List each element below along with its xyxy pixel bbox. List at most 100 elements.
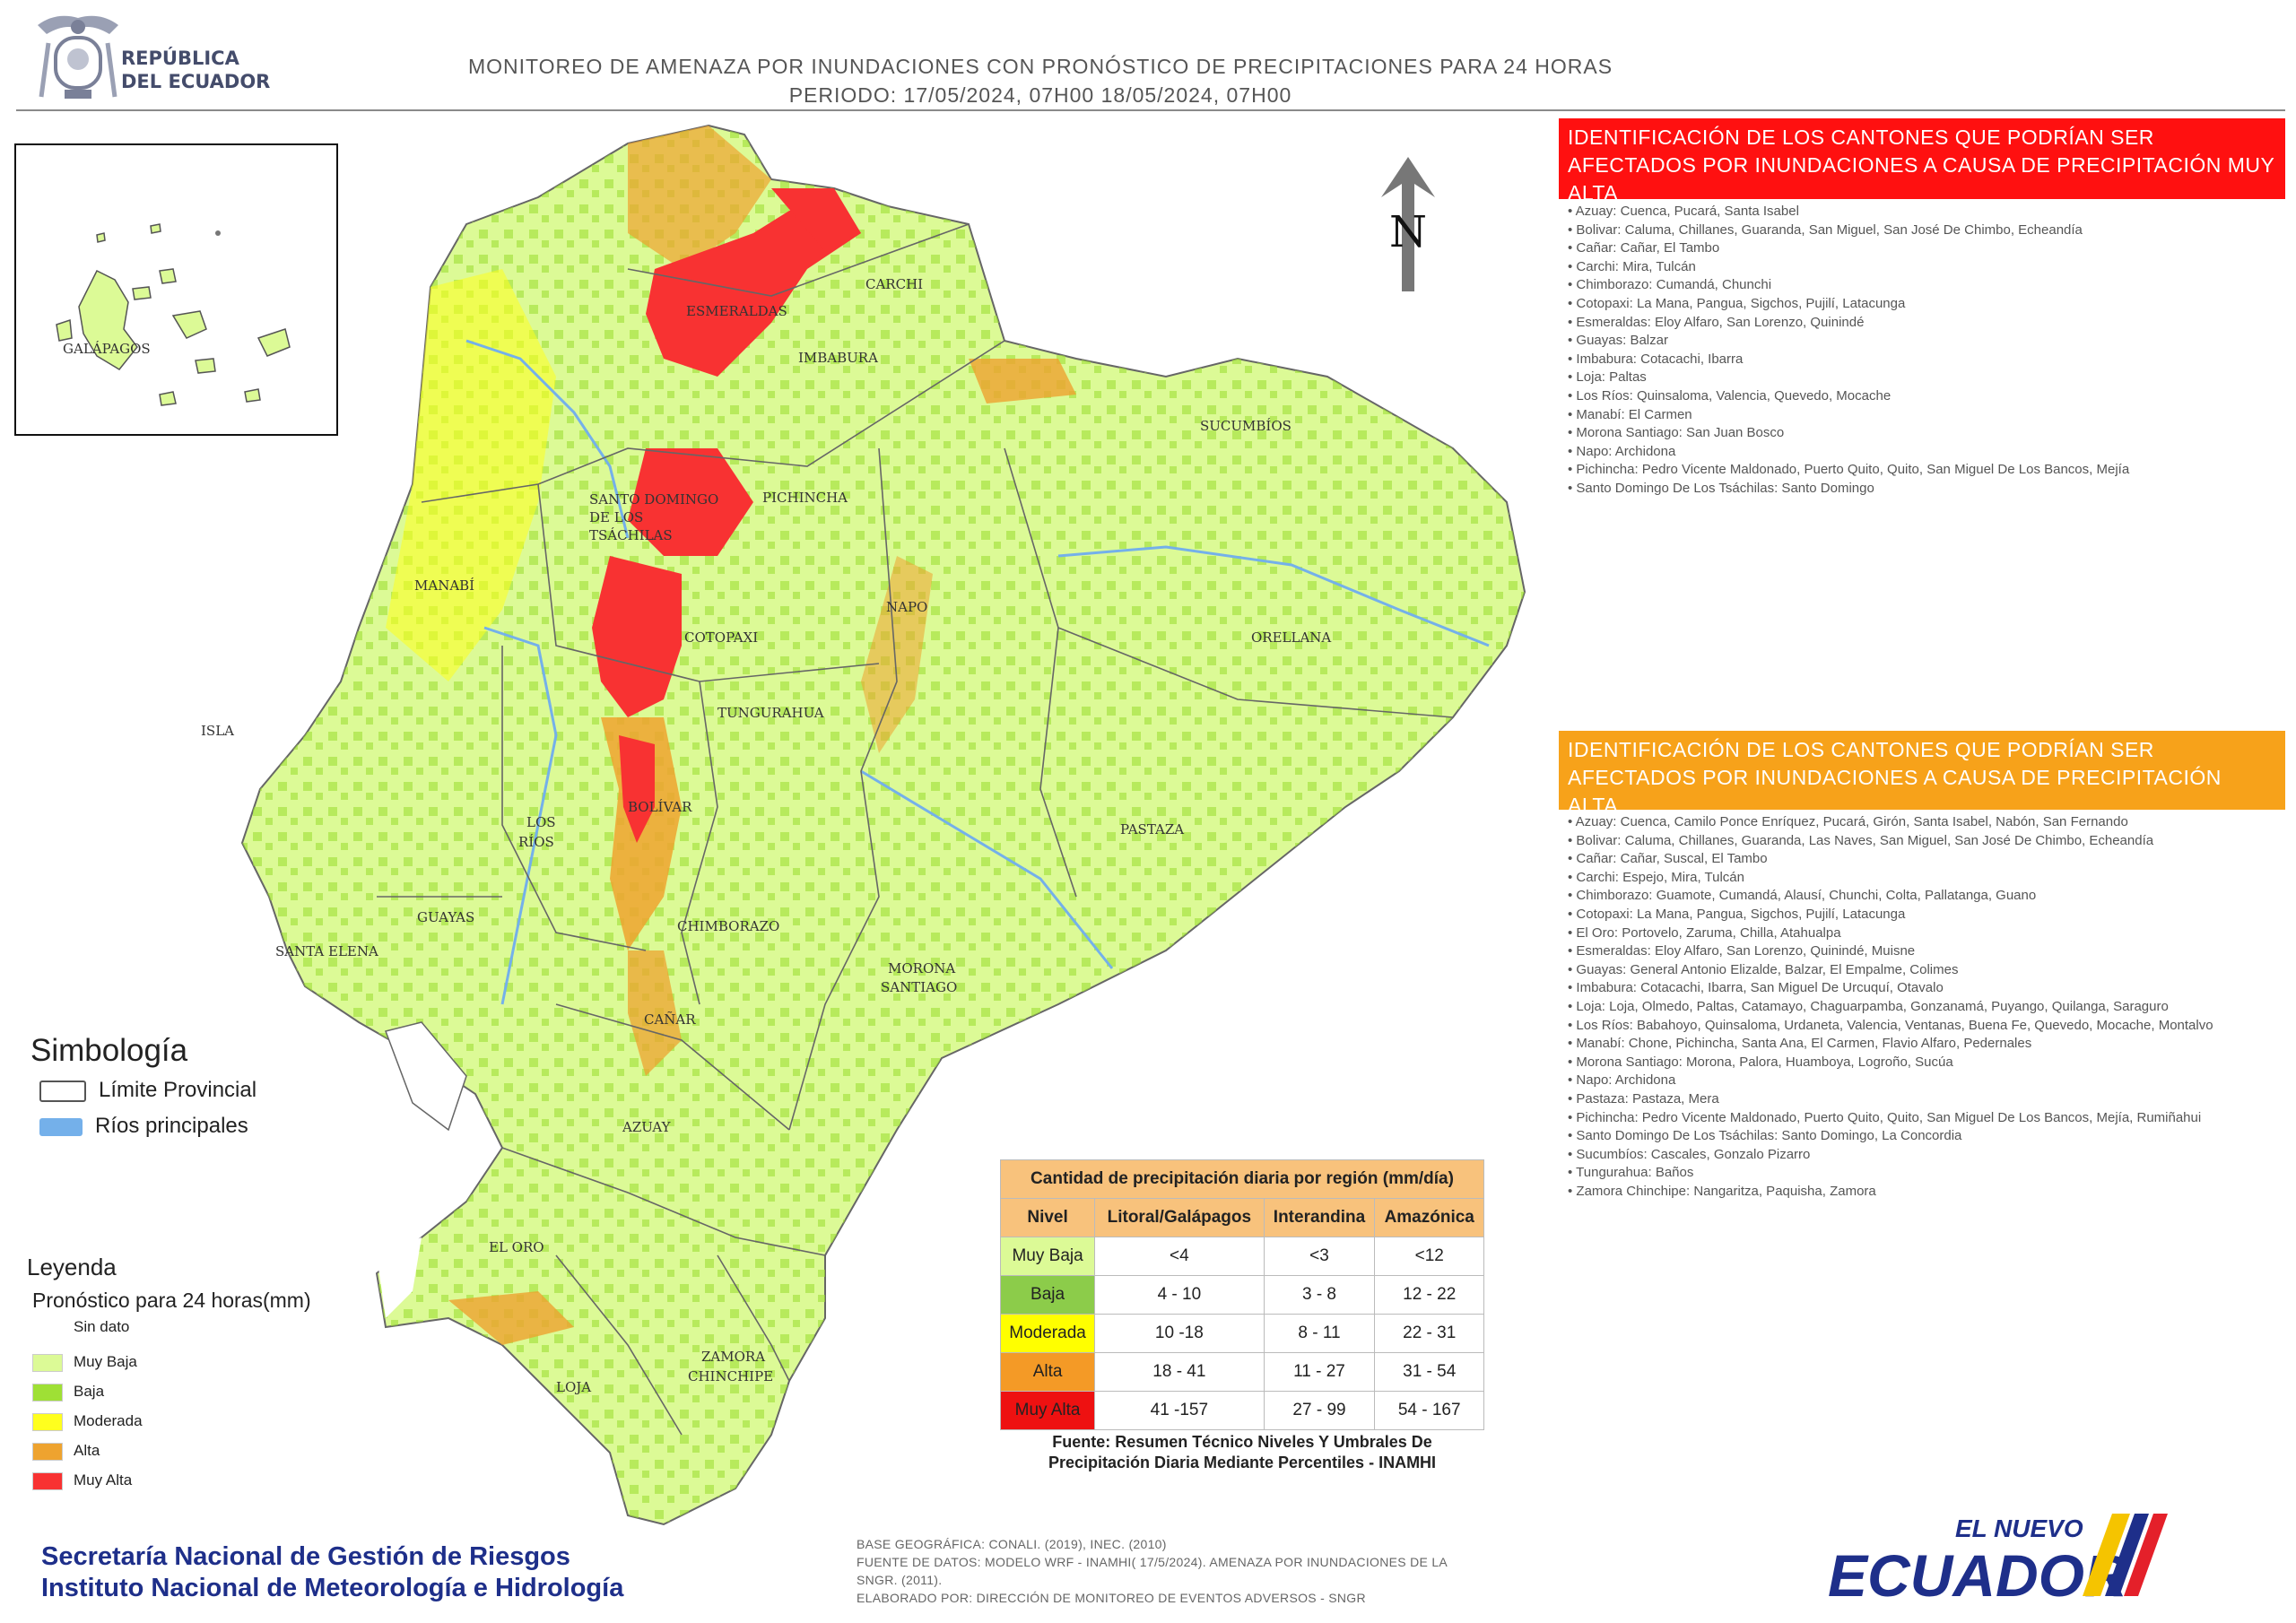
list-item: Bolivar: Caluma, Chillanes, Guaranda, La… (1568, 832, 2285, 851)
list-item: Chimborazo: Guamote, Cumandá, Alausí, Ch… (1568, 887, 2285, 906)
label-pichincha: PICHINCHA (762, 490, 848, 506)
legend-row: Baja (32, 1383, 104, 1402)
river-napo (1057, 545, 1490, 647)
legend-row: Moderada (32, 1412, 143, 1431)
esmeraldas-muy-alta-zone (646, 188, 861, 377)
ecuador-coat-of-arms-icon (38, 15, 118, 99)
legend-label: Baja (74, 1383, 105, 1400)
label-carchi: CARCHI (865, 276, 923, 292)
republic-line-2: DEL ECUADOR (121, 71, 271, 92)
river-esmeraldas (465, 339, 630, 539)
list-item: Carchi: Mira, Tulcán (1568, 258, 2285, 277)
republic-line-1: REPÚBLICA (121, 48, 239, 69)
table-row: Baja 4 - 10 3 - 8 12 - 22 (999, 1275, 1484, 1315)
list-item: Manabí: Chone, Pichincha, Santa Ana, El … (1568, 1035, 2285, 1054)
coastal-moderate-zone (386, 269, 556, 681)
list-item: Napo: Archidona (1568, 1072, 2285, 1090)
label-guayas: GUAYAS (417, 909, 474, 925)
label-manabi: MANABÍ (414, 577, 474, 594)
list-item: Carchi: Espejo, Mira, Tulcán (1568, 869, 2285, 888)
label-morona-1: MORONA (888, 960, 955, 976)
simbologia-rios-row: Ríos principales (39, 1114, 248, 1139)
table-header: Interandina (1263, 1198, 1376, 1237)
galapagos-inset: GALÁPAGOS (14, 143, 338, 436)
label-cotopaxi: COTOPAXI (684, 629, 758, 646)
table-source-line-1: Fuente: Resumen Técnico Niveles Y Umbral… (1052, 1433, 1432, 1451)
list-item: Imbabura: Cotacachi, Ibarra (1568, 351, 2285, 369)
label-esmeraldas: ESMERALDAS (686, 303, 787, 319)
gulf-of-guayaquil (385, 1021, 467, 1132)
north-arrow-icon: N (1381, 157, 1435, 291)
sucumbios-alta-zone (969, 359, 1076, 404)
label-pastaza: PASTAZA (1120, 821, 1184, 838)
table-row: Muy Baja <4 <3 <12 (999, 1237, 1484, 1276)
credits-line-3: SNGR. (2011). (857, 1573, 943, 1587)
river-pastaza (860, 769, 1114, 969)
table-cell-nivel: Muy Baja (999, 1237, 1096, 1276)
label-isla: ISLA (201, 723, 234, 739)
map-credits: BASE GEOGRÁFICA: CONALI. (2019), INEC. (… (857, 1535, 1502, 1607)
list-item: Azuay: Cuenca, Camilo Ponce Enríquez, Pu… (1568, 813, 2285, 832)
table-cell: 31 - 54 (1374, 1352, 1484, 1392)
logo-big-text: ECUADOR (1828, 1542, 2127, 1605)
legend-swatch (32, 1471, 63, 1490)
legend-row: Muy Baja (32, 1353, 137, 1372)
inamhi-name: Instituto Nacional de Meteorología e Hid… (41, 1574, 624, 1602)
legend-swatch (32, 1412, 63, 1431)
logo-small-text: EL NUEVO (1955, 1515, 2083, 1542)
legend-swatch (32, 1353, 63, 1372)
table-row: Alta 18 - 41 11 - 27 31 - 54 (999, 1352, 1484, 1392)
table-cell: 22 - 31 (1374, 1314, 1484, 1353)
table-source: Fuente: Resumen Técnico Niveles Y Umbral… (1000, 1432, 1484, 1473)
list-item: Cotopaxi: La Mana, Pangua, Sigchos, Puji… (1568, 295, 2285, 314)
napo-moderate-strip (861, 556, 933, 753)
table-cell-nivel: Muy Alta (999, 1391, 1096, 1430)
simbologia-limite-row: Límite Provincial (39, 1078, 257, 1103)
legend-row: Alta (32, 1442, 100, 1461)
map-title-line-2: PERIODO: 17/05/2024, 07H00 18/05/2024, 0… (788, 83, 1292, 107)
legend-swatch (32, 1442, 63, 1461)
list-item: Imbabura: Cotacachi, Ibarra, San Miguel … (1568, 979, 2285, 998)
list-item: Guayas: General Antonio Elizalde, Balzar… (1568, 961, 2285, 980)
muy-alta-canton-list: Azuay: Cuenca, Pucará, Santa Isabel Boli… (1568, 203, 2285, 499)
list-item: Pichincha: Pedro Vicente Maldonado, Puer… (1568, 461, 2285, 480)
list-item: Chimborazo: Cumandá, Chunchi (1568, 276, 2285, 295)
table-cell-nivel: Baja (999, 1275, 1096, 1315)
list-item: Santo Domingo De Los Tsáchilas: Santo Do… (1568, 1127, 2285, 1146)
label-bolivar: BOLÍVAR (628, 799, 692, 815)
legend-label: Sin dato (74, 1318, 130, 1335)
carchi-muy-alta-zone (771, 188, 861, 251)
el-oro-alta-zone (448, 1291, 574, 1345)
list-item: El Oro: Portovelo, Zaruma, Chilla, Atahu… (1568, 924, 2285, 943)
northwest-alta-zone (628, 126, 771, 269)
legend-row: Muy Alta (32, 1471, 132, 1490)
label-chimborazo: CHIMBORAZO (677, 918, 779, 934)
table-cell: 12 - 22 (1374, 1275, 1484, 1315)
table-cell: <3 (1263, 1237, 1376, 1276)
label-loja: LOJA (556, 1379, 591, 1395)
list-item: Sucumbíos: Cascales, Gonzalo Pizarro (1568, 1146, 2285, 1165)
list-item: Cotopaxi: La Mana, Pangua, Sigchos, Puji… (1568, 906, 2285, 924)
label-los-rios-1: LOS (526, 814, 556, 830)
list-item: Loja: Loja, Olmedo, Paltas, Catamayo, Ch… (1568, 998, 2285, 1017)
label-imbabura: IMBABURA (798, 350, 878, 366)
cotopaxi-muy-alta-zone (592, 556, 682, 717)
list-item: Morona Santiago: Morona, Palora, Huamboy… (1568, 1054, 2285, 1072)
republic-label: REPÚBLICA DEL ECUADOR (121, 47, 270, 93)
map-title: MONITOREO DE AMENAZA POR INUNDACIONES CO… (422, 52, 1659, 109)
table-cell-nivel: Alta (999, 1352, 1096, 1392)
label-el-oro: EL ORO (489, 1239, 544, 1255)
simbologia-title: Simbología (30, 1033, 188, 1068)
legend-label: Alta (74, 1442, 100, 1459)
alta-heading: IDENTIFICACIÓN DE LOS CANTONES QUE PODRÍ… (1559, 731, 2285, 817)
credits-line-4: ELABORADO POR: DIRECCIÓN DE MONITOREO DE… (857, 1591, 1366, 1605)
table-cell: 11 - 27 (1263, 1352, 1376, 1392)
list-item: Los Ríos: Quinsaloma, Valencia, Quevedo,… (1568, 387, 2285, 406)
bolivar-muy-alta-zone (619, 735, 655, 843)
table-header: Nivel (999, 1198, 1096, 1237)
table-cell: 18 - 41 (1094, 1352, 1265, 1392)
legend-swatch (32, 1318, 63, 1337)
table-cell: 10 -18 (1094, 1314, 1265, 1353)
label-napo: NAPO (886, 599, 927, 615)
